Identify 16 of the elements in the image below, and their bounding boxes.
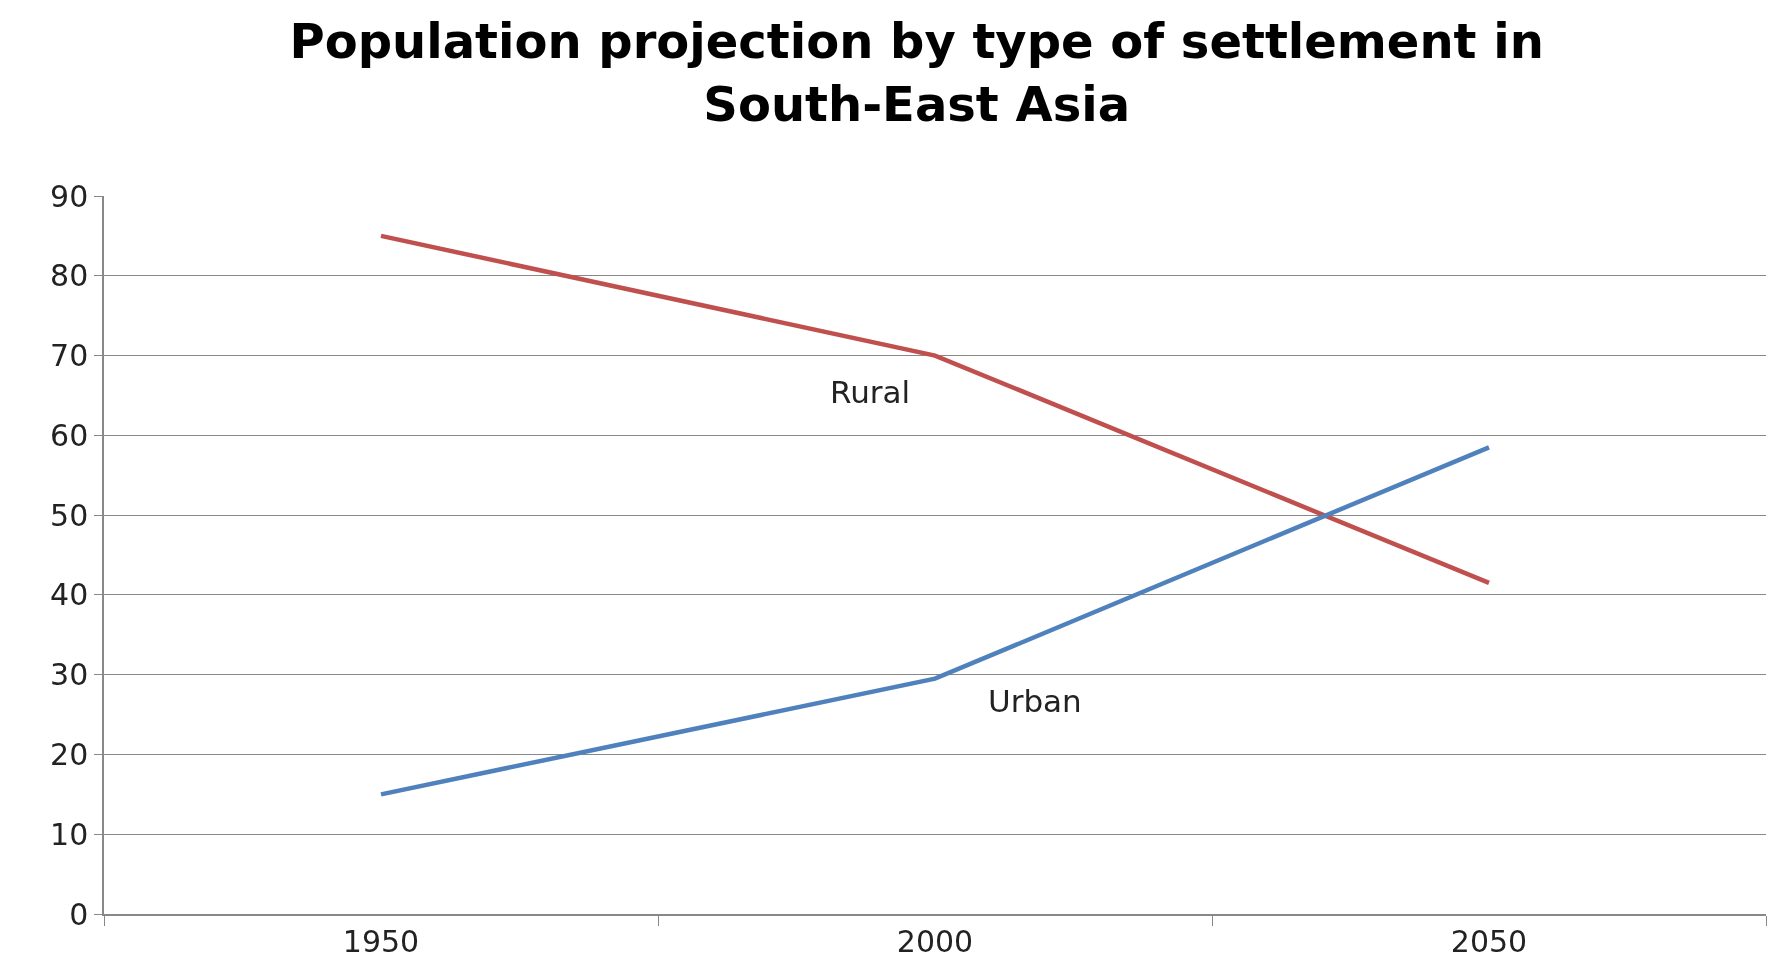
y-tick-label: 80 bbox=[50, 258, 89, 294]
y-tick-label: 40 bbox=[50, 577, 89, 613]
y-tick-label: 90 bbox=[50, 178, 89, 214]
y-tick-label: 0 bbox=[69, 896, 89, 932]
y-tick-label: 30 bbox=[50, 657, 89, 693]
y-tick-label: 20 bbox=[50, 736, 89, 772]
x-tick-label: 1950 bbox=[342, 923, 420, 959]
series-label: Urban bbox=[988, 683, 1082, 719]
chart-title: Population projection by type of settlement in South-East Asia bbox=[289, 13, 1544, 132]
y-tick-label: 10 bbox=[50, 816, 89, 852]
series-label: Rural bbox=[830, 374, 911, 410]
y-tick-label: 70 bbox=[50, 338, 89, 374]
y-tick-label: 60 bbox=[50, 417, 89, 453]
x-tick-label: 2000 bbox=[896, 923, 974, 959]
y-tick-label: 50 bbox=[50, 497, 89, 533]
x-tick-label: 2050 bbox=[1450, 923, 1528, 959]
